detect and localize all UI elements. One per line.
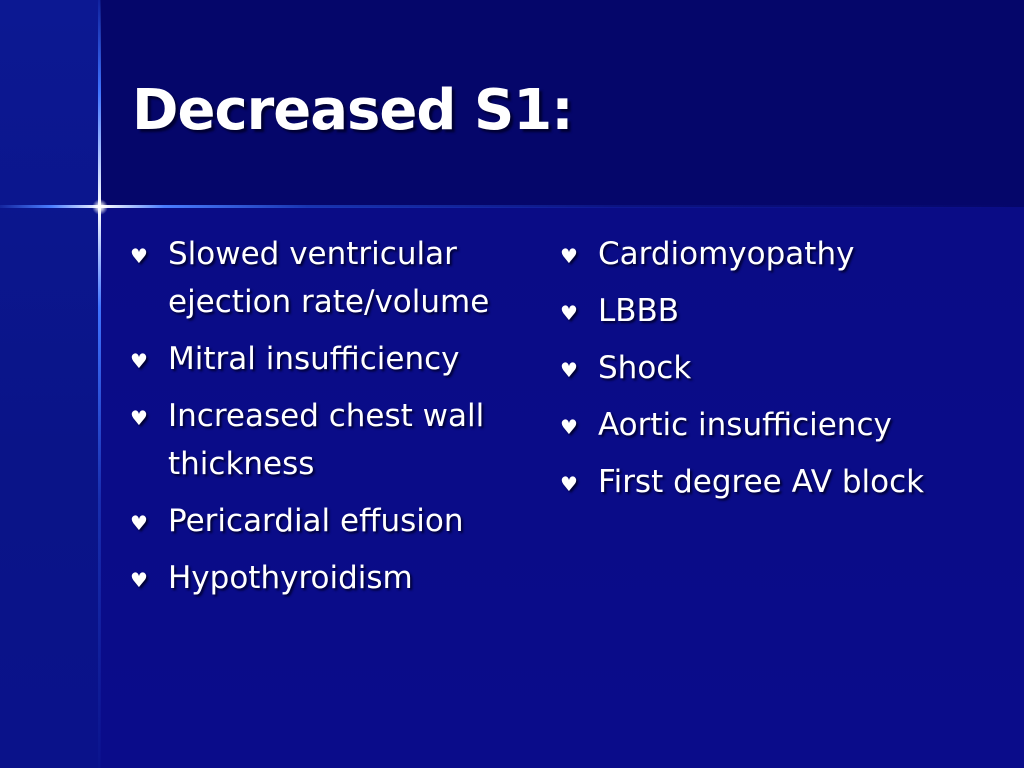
list-item: ♥ Increased chest wall thickness bbox=[130, 392, 520, 488]
left-bullet-list: ♥ Slowed ventricular ejection rate/volum… bbox=[130, 230, 520, 611]
slide-title: Decreased S1: bbox=[132, 78, 574, 143]
list-item: ♥ Aortic insufficiency bbox=[560, 401, 1000, 449]
list-item: ♥ Pericardial effusion bbox=[130, 497, 520, 545]
heart-bullet-icon: ♥ bbox=[130, 406, 148, 430]
list-item: ♥ Hypothyroidism bbox=[130, 554, 520, 602]
list-item-text: Hypothyroidism bbox=[168, 560, 413, 596]
list-item-text: LBBB bbox=[598, 293, 680, 329]
right-bullet-list: ♥ Cardiomyopathy ♥ LBBB ♥ Shock ♥ Aortic… bbox=[560, 230, 1000, 515]
heart-bullet-icon: ♥ bbox=[560, 472, 578, 496]
heart-bullet-icon: ♥ bbox=[560, 358, 578, 382]
list-item-text: Shock bbox=[598, 350, 692, 386]
vertical-accent-line bbox=[98, 0, 101, 768]
list-item: ♥ LBBB bbox=[560, 287, 1000, 335]
list-item: ♥ First degree AV block bbox=[560, 458, 1000, 506]
list-item: ♥ Mitral insufficiency bbox=[130, 335, 520, 383]
list-item-text: Pericardial effusion bbox=[168, 503, 464, 539]
heart-bullet-icon: ♥ bbox=[130, 511, 148, 535]
list-item-text: Slowed ventricular ejection rate/volume bbox=[168, 236, 490, 320]
list-item-text: Cardiomyopathy bbox=[598, 236, 855, 272]
list-item-text: Mitral insufficiency bbox=[168, 341, 460, 377]
body-background bbox=[100, 207, 1024, 768]
heart-bullet-icon: ♥ bbox=[560, 415, 578, 439]
heart-bullet-icon: ♥ bbox=[130, 568, 148, 592]
list-item-text: Aortic insufficiency bbox=[598, 407, 892, 443]
heart-bullet-icon: ♥ bbox=[560, 244, 578, 268]
list-item-text: Increased chest wall thickness bbox=[168, 398, 485, 482]
heart-bullet-icon: ♥ bbox=[560, 301, 578, 325]
left-accent-band bbox=[0, 0, 100, 768]
sparkle-icon bbox=[92, 199, 108, 215]
list-item: ♥ Cardiomyopathy bbox=[560, 230, 1000, 278]
horizontal-accent-line bbox=[0, 205, 1024, 208]
heart-bullet-icon: ♥ bbox=[130, 349, 148, 373]
list-item: ♥ Slowed ventricular ejection rate/volum… bbox=[130, 230, 520, 326]
list-item-text: First degree AV block bbox=[598, 464, 925, 500]
list-item: ♥ Shock bbox=[560, 344, 1000, 392]
heart-bullet-icon: ♥ bbox=[130, 244, 148, 268]
title-band bbox=[100, 0, 1024, 207]
